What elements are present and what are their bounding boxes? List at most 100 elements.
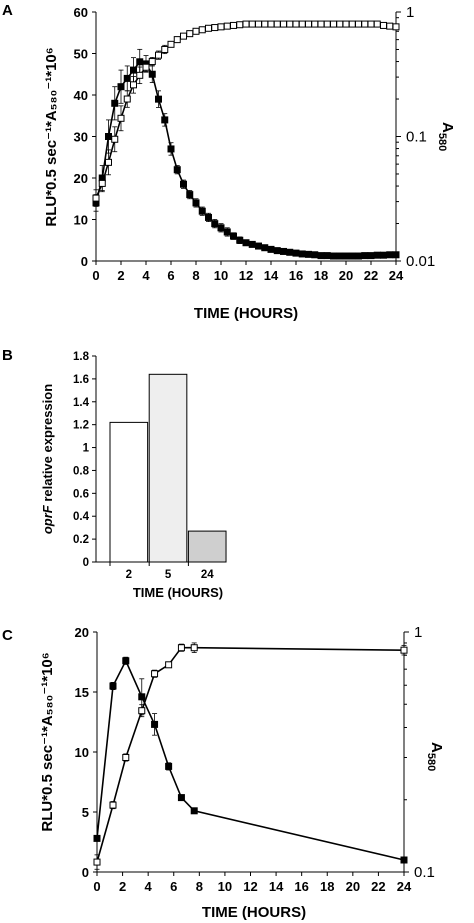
- x-tick-label: 8: [192, 268, 199, 283]
- panel-c-y2label: A580: [425, 742, 445, 771]
- x-tick-label: 18: [320, 879, 334, 894]
- y-tick-label: 1.6: [73, 374, 89, 386]
- y-tick-label: 10: [74, 213, 88, 228]
- data-point-open: [317, 20, 325, 28]
- data-point-open: [261, 20, 269, 28]
- data-point-open: [198, 26, 206, 34]
- x-tick-label: 4: [142, 268, 150, 283]
- y-tick-label: 5: [82, 805, 89, 820]
- x-tick-label: 24: [201, 569, 214, 581]
- series-line: [96, 646, 405, 863]
- y2-tick-label: 0.01: [406, 253, 435, 270]
- data-point-filled: [217, 224, 225, 232]
- x-tick-label: 0: [93, 879, 100, 894]
- y-tick-label: 1.8: [73, 351, 90, 363]
- y-tick-label: 0.4: [73, 511, 90, 523]
- data-point-filled: [211, 220, 219, 228]
- data-point-filled: [373, 251, 381, 259]
- y-tick-label: 30: [74, 130, 88, 145]
- y-tick-label: 50: [74, 47, 88, 62]
- data-point-filled: [205, 213, 212, 221]
- data-point-filled: [136, 58, 144, 66]
- data-point-filled: [165, 762, 173, 770]
- y-tick-label: 1: [83, 443, 90, 455]
- data-point-filled: [280, 247, 287, 255]
- data-point-filled: [177, 794, 185, 802]
- x-tick-label: 8: [196, 879, 203, 894]
- x-tick-label: 6: [167, 268, 174, 283]
- data-point-filled: [298, 250, 306, 258]
- panel-b-ylabel-gene: oprF: [40, 504, 55, 534]
- x-tick-label: 18: [314, 268, 328, 283]
- data-point-open: [105, 158, 112, 166]
- data-point-open: [223, 22, 231, 30]
- data-point-filled: [223, 228, 231, 236]
- data-point-open: [355, 20, 362, 28]
- panel-a-ylabel: RLU*0.5 sec⁻¹*A₅₈₀⁻¹*10⁶: [43, 47, 60, 226]
- data-point-filled: [392, 251, 400, 259]
- x-tick-label: 12: [239, 268, 253, 283]
- data-point-open: [298, 20, 306, 28]
- data-point-filled: [155, 95, 162, 103]
- y-tick-label: 0.8: [73, 465, 90, 477]
- y2-tick-label: 0.1: [406, 129, 427, 146]
- data-point-open: [386, 22, 394, 30]
- data-point-filled: [180, 180, 187, 188]
- data-point-open: [167, 40, 175, 48]
- y-tick-label: 0: [82, 865, 89, 880]
- data-point-open: [286, 20, 294, 28]
- data-point-open: [330, 20, 337, 28]
- data-point-filled: [148, 70, 156, 78]
- data-point-open: [161, 45, 169, 53]
- panel-a-xlabel: TIME (HOURS): [194, 305, 298, 322]
- x-tick-label: 10: [218, 879, 232, 894]
- data-point-filled: [192, 199, 200, 207]
- data-point-open: [148, 58, 156, 66]
- data-point-open: [373, 20, 381, 28]
- data-point-filled: [161, 116, 169, 124]
- bar: [148, 373, 188, 563]
- x-tick-label: 10: [214, 268, 228, 283]
- data-point-filled: [93, 834, 101, 842]
- x-tick-label: 14: [269, 879, 284, 894]
- y-tick-label: 20: [75, 625, 89, 640]
- panel-a-chart: A 0 2 4 6 8 10 12 14 16 18 20 22 2401020304050600.01…: [2, 2, 456, 322]
- data-point-open: [109, 801, 117, 809]
- y-tick-label: 60: [74, 5, 88, 20]
- data-point-filled: [305, 250, 312, 258]
- data-point-filled: [111, 99, 119, 107]
- data-point-filled: [311, 251, 319, 259]
- y-tick-label: 0.2: [73, 534, 89, 546]
- data-point-open: [380, 21, 387, 29]
- data-point-open: [186, 30, 194, 38]
- x-tick-label: 22: [364, 268, 378, 283]
- data-point-filled: [122, 657, 130, 665]
- y-tick-label: 10: [75, 745, 89, 760]
- data-point-filled: [117, 83, 125, 91]
- data-point-filled: [367, 252, 375, 260]
- y-tick-label: 0: [83, 557, 89, 569]
- panel-a-letter: A: [2, 2, 13, 19]
- x-tick-label: 2: [119, 879, 126, 894]
- data-point-open: [392, 23, 400, 31]
- x-tick-label: 5: [165, 569, 172, 581]
- data-point-open: [190, 644, 198, 652]
- data-point-filled: [138, 693, 146, 701]
- data-point-filled: [286, 248, 294, 256]
- data-point-open: [123, 95, 131, 103]
- data-point-open: [173, 36, 181, 44]
- panel-a-y2label: A580: [436, 122, 456, 151]
- data-point-open: [98, 179, 106, 187]
- data-point-open: [255, 20, 262, 28]
- data-point-open: [361, 20, 369, 28]
- data-point-open: [138, 707, 146, 715]
- x-tick-label: 20: [346, 879, 360, 894]
- data-point-filled: [330, 252, 337, 260]
- x-tick-label: 16: [294, 879, 308, 894]
- x-tick-label: 14: [264, 268, 279, 283]
- data-point-open: [122, 753, 130, 761]
- y-tick-label: 1.4: [73, 397, 90, 409]
- data-point-filled: [336, 252, 344, 260]
